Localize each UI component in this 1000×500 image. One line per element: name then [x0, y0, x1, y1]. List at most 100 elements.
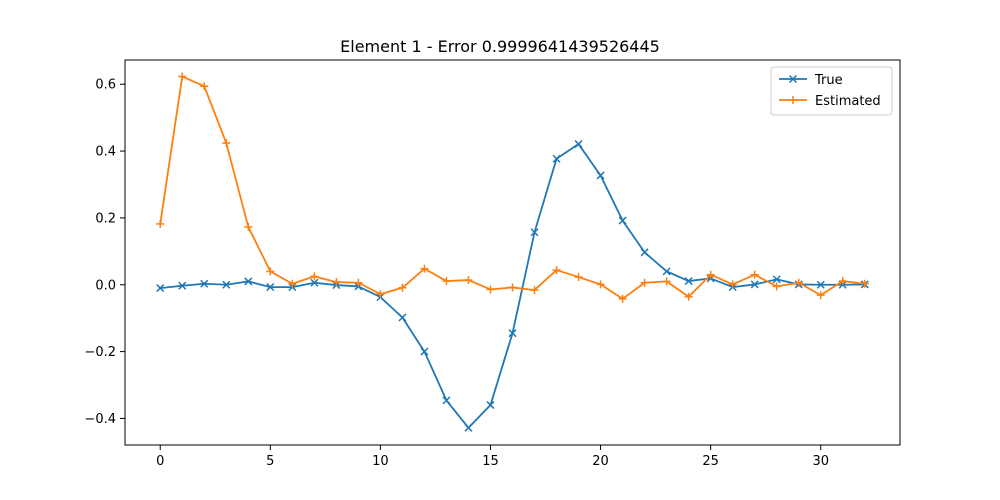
y-tick-label: −0.2 [84, 345, 116, 360]
data-point-estimated-29 [794, 278, 803, 287]
data-point-estimated-23 [662, 277, 671, 286]
data-point-estimated-20 [596, 280, 605, 289]
data-point-estimated-22 [640, 278, 649, 287]
data-point-estimated-6 [288, 279, 297, 288]
legend-label: Estimated [815, 94, 881, 109]
marker-x-stroke [398, 313, 407, 322]
data-point-true-17 [530, 228, 539, 237]
data-point-estimated-1 [178, 72, 187, 81]
data-point-estimated-0 [156, 219, 165, 228]
marker-x-stroke [816, 280, 825, 289]
data-point-true-18 [552, 154, 561, 163]
data-point-estimated-27 [750, 270, 759, 279]
data-point-estimated-4 [244, 222, 253, 231]
data-point-estimated-21 [618, 294, 627, 303]
marker-x-stroke [442, 396, 451, 405]
axes: 0 5 10 15 20 25 30 −0.4 −0.2 0.0 0.2 0.4 0.6 [84, 59, 901, 469]
data-point-true-20 [596, 171, 605, 180]
marker-x-stroke [200, 279, 209, 288]
legend-item-true: True [779, 73, 843, 88]
marker-x-stroke [552, 154, 561, 163]
data-point-estimated-9 [354, 278, 363, 287]
data-point-true-15 [486, 401, 495, 410]
data-point-estimated-31 [838, 277, 847, 286]
data-point-true-28 [772, 275, 781, 284]
chart-title: Element 1 - Error 0.9999641439526445 [340, 37, 660, 56]
marker-x-stroke [618, 216, 627, 225]
data-point-true-22 [640, 248, 649, 257]
data-point-estimated-30 [816, 291, 825, 300]
data-point-true-2 [200, 279, 209, 288]
data-point-true-5 [266, 283, 275, 292]
marker-x-stroke [684, 277, 693, 286]
data-point-true-0 [156, 284, 165, 293]
y-tick-label: −0.4 [84, 412, 116, 427]
plot-area [156, 72, 869, 432]
data-point-estimated-32 [860, 279, 869, 288]
x-tick-label: 30 [812, 454, 829, 469]
data-point-true-14 [464, 423, 473, 432]
data-point-true-12 [420, 347, 429, 356]
data-point-estimated-3 [222, 139, 231, 148]
legend-label: True [814, 73, 843, 88]
data-point-true-21 [618, 216, 627, 225]
marker-x-stroke [310, 278, 319, 287]
marker-x-stroke [464, 423, 473, 432]
data-point-estimated-17 [530, 286, 539, 295]
data-point-true-16 [508, 329, 517, 338]
data-point-true-3 [222, 280, 231, 289]
data-point-true-1 [178, 281, 187, 290]
marker-x-stroke [420, 347, 429, 356]
y-tick-label: 0.2 [95, 211, 116, 226]
data-point-true-11 [398, 313, 407, 322]
marker-x-stroke [640, 248, 649, 257]
data-point-estimated-24 [684, 292, 693, 301]
marker-x-stroke [772, 275, 781, 284]
y-tick-label: 0.6 [95, 78, 116, 93]
data-point-estimated-18 [552, 266, 561, 275]
marker-x-stroke [266, 283, 275, 292]
data-point-estimated-15 [486, 285, 495, 294]
axes-frame [124, 59, 901, 446]
marker-x-stroke [596, 171, 605, 180]
legend-marker [788, 74, 798, 84]
data-point-estimated-19 [574, 273, 583, 282]
x-tick-label: 5 [266, 454, 274, 469]
x-tick-label: 10 [372, 454, 389, 469]
data-point-estimated-13 [442, 277, 451, 286]
marker-x-stroke [244, 277, 253, 286]
data-point-estimated-28 [772, 282, 781, 291]
data-point-estimated-8 [332, 278, 341, 287]
y-tick-label: 0.4 [95, 145, 116, 160]
x-tick-label: 0 [156, 454, 164, 469]
data-point-estimated-26 [728, 280, 737, 289]
data-point-estimated-7 [310, 272, 319, 281]
data-point-true-27 [750, 280, 759, 289]
data-point-estimated-25 [706, 270, 715, 279]
data-point-estimated-2 [200, 82, 209, 91]
y-tick-label: 0.0 [95, 278, 116, 293]
legend-item-estimated: Estimated [779, 94, 881, 109]
marker-x-stroke [178, 281, 187, 290]
legend: True Estimated [770, 66, 893, 116]
data-point-estimated-14 [464, 276, 473, 285]
marker-x-stroke [530, 228, 539, 237]
data-point-true-23 [662, 267, 671, 276]
data-point-true-24 [684, 277, 693, 286]
data-point-true-7 [310, 278, 319, 287]
data-point-true-4 [244, 277, 253, 286]
marker-x-stroke [662, 267, 671, 276]
marker-x-stroke [222, 280, 231, 289]
data-point-true-30 [816, 280, 825, 289]
data-point-true-19 [574, 140, 583, 149]
marker-x-stroke [750, 280, 759, 289]
data-point-estimated-5 [266, 267, 275, 276]
marker-x-stroke [156, 284, 165, 293]
data-point-estimated-16 [508, 283, 517, 292]
marker-x-stroke [508, 329, 517, 338]
marker-x-stroke [486, 401, 495, 410]
x-tick-label: 15 [482, 454, 499, 469]
x-tick-label: 20 [592, 454, 609, 469]
data-point-estimated-10 [376, 290, 385, 299]
